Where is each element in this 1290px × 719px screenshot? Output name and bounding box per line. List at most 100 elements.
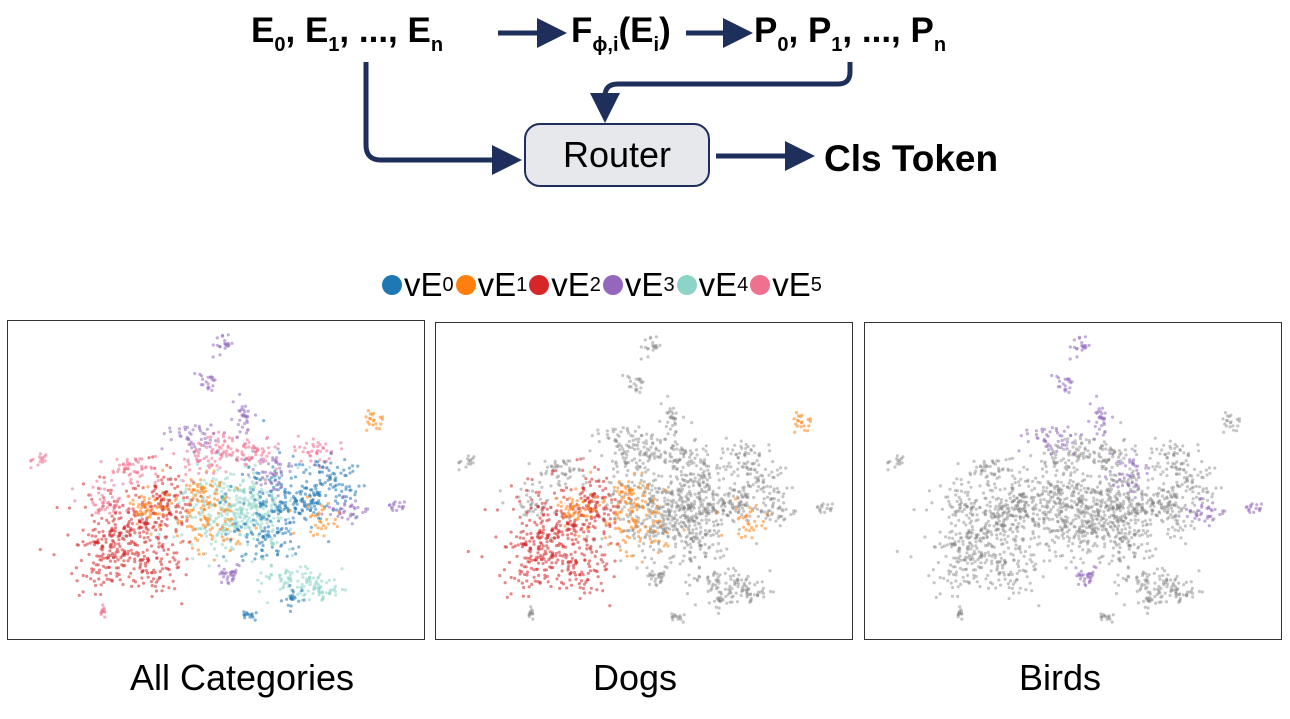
scatter-point	[754, 503, 758, 507]
scatter-point	[260, 476, 264, 480]
scatter-point	[1077, 497, 1081, 501]
scatter-point	[563, 524, 567, 528]
scatter-point	[1040, 493, 1044, 497]
scatter-point	[740, 588, 745, 593]
scatter-point	[772, 487, 776, 491]
scatter-point	[273, 507, 278, 511]
scatter-point	[175, 493, 179, 497]
scatter-point	[347, 466, 351, 470]
scatter-point	[1136, 518, 1140, 522]
scatter-point	[191, 557, 195, 561]
scatter-point	[110, 552, 115, 556]
scatter-point	[581, 468, 585, 472]
scatter-point	[1165, 510, 1170, 514]
scatter-point	[678, 487, 682, 491]
scatter-point	[721, 598, 725, 602]
scatter-point	[114, 566, 118, 570]
scatter-point	[301, 463, 305, 467]
scatter-point	[328, 591, 332, 596]
scatter-point	[741, 495, 745, 499]
scatter-point	[248, 501, 252, 505]
scatter-point	[316, 583, 321, 587]
scatter-point	[1097, 491, 1101, 495]
scatter-point	[318, 449, 323, 454]
scatter-point	[680, 525, 684, 529]
scatter-point	[559, 500, 563, 504]
scatter-point	[699, 467, 703, 471]
scatter-point	[573, 573, 578, 577]
scatter-point	[567, 496, 571, 500]
scatter-point	[582, 474, 586, 478]
scatter-point	[701, 536, 705, 540]
scatter-point	[653, 451, 657, 455]
scatter-point	[107, 521, 111, 525]
scatter-point	[98, 487, 103, 491]
scatter-point	[1103, 520, 1107, 524]
scatter-point	[83, 543, 87, 547]
scatter-point	[1042, 527, 1046, 531]
scatter-point	[242, 487, 246, 491]
scatter-point	[651, 343, 655, 348]
scatter-point	[559, 504, 563, 508]
scatter-point	[714, 508, 718, 512]
scatter-point	[256, 578, 260, 582]
scatter-point	[709, 503, 713, 507]
scatter-point	[222, 482, 226, 486]
scatter-point	[198, 447, 202, 451]
scatter-point	[225, 512, 229, 516]
scatter-point	[144, 524, 148, 528]
scatter-point	[636, 525, 640, 529]
scatter-point	[1113, 500, 1117, 504]
scatter-point	[655, 490, 659, 494]
scatter-point	[734, 591, 738, 595]
scatter-point	[227, 436, 231, 440]
scatter-point	[767, 443, 771, 447]
scatter-point	[675, 460, 679, 464]
scatter-point	[748, 581, 752, 585]
scatter-point	[691, 480, 695, 484]
scatter-point	[646, 574, 650, 578]
scatter-point	[557, 550, 561, 554]
scatter-point	[709, 534, 713, 538]
scatter-point	[560, 471, 564, 475]
scatter-point	[259, 483, 263, 487]
scatter-point	[680, 477, 685, 481]
scatter-point	[714, 605, 718, 609]
scatter-point	[657, 539, 661, 543]
scatter-point	[691, 505, 696, 509]
scatter-point	[719, 518, 723, 522]
scatter-point	[700, 489, 704, 493]
scatter-point	[201, 552, 206, 556]
scatter-point	[714, 492, 718, 497]
scatter-point	[584, 506, 588, 511]
scatter-point	[1128, 543, 1132, 548]
scatter-point	[1090, 530, 1094, 534]
scatter-point	[1120, 518, 1124, 522]
scatter-point	[571, 514, 575, 518]
scatter-point	[522, 505, 526, 509]
scatter-point	[1018, 515, 1022, 519]
scatter-point	[535, 523, 539, 527]
scatter-point	[669, 499, 673, 503]
scatter-point	[717, 597, 722, 601]
scatter-point	[378, 427, 382, 431]
scatter-point	[748, 600, 752, 604]
scatter-point	[693, 535, 697, 539]
scatter-point	[688, 455, 692, 459]
scatter-point	[135, 510, 139, 514]
scatter-point	[176, 484, 180, 489]
scatter-point	[1104, 528, 1108, 532]
scatter-point	[1166, 527, 1170, 531]
scatter-point	[581, 500, 586, 504]
scatter-point	[524, 565, 528, 569]
scatter-point	[1095, 502, 1100, 506]
scatter-point	[712, 524, 716, 528]
scatter-point	[680, 473, 684, 477]
scatter-point	[762, 497, 766, 501]
scatter-point	[1127, 543, 1131, 547]
scatter-point	[1197, 491, 1201, 495]
scatter-point	[749, 448, 753, 452]
scatter-point	[693, 499, 697, 503]
scatter-point	[573, 550, 577, 554]
scatter-point	[1059, 510, 1063, 514]
